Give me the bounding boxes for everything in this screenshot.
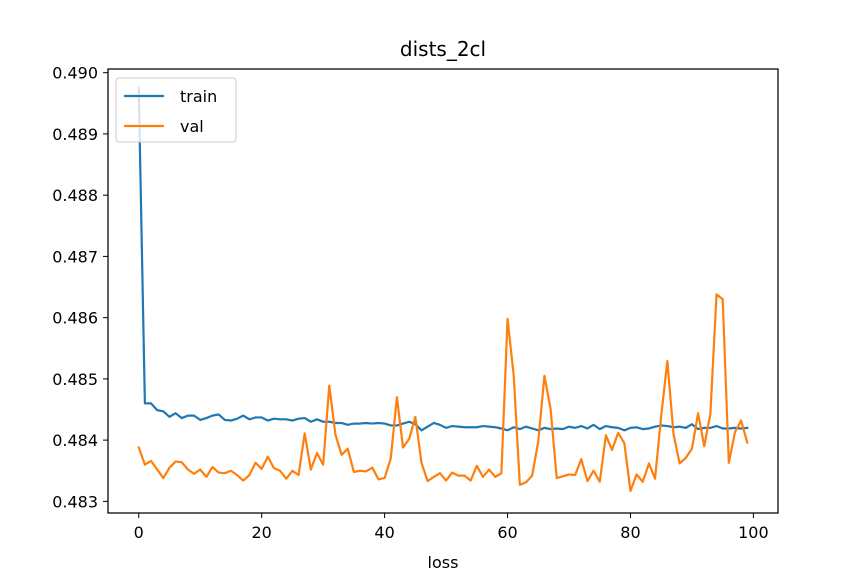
x-tick-label: 100 (738, 523, 769, 542)
x-axis-label: loss (428, 553, 459, 572)
legend: train val (115, 77, 237, 143)
y-tick-label: 0.485 (52, 370, 98, 389)
series-line-val (137, 293, 749, 493)
x-axis-ticks: 0 20 40 60 80 100 (134, 513, 769, 542)
legend-label-val: val (180, 117, 204, 136)
legend-frame (115, 77, 237, 143)
y-tick-label: 0.484 (52, 431, 98, 450)
plot-frame (107, 68, 779, 514)
y-tick-label: 0.488 (52, 186, 98, 205)
x-tick-label: 80 (620, 523, 640, 542)
y-tick-label: 0.487 (52, 247, 98, 266)
plot-area-background (108, 69, 778, 513)
x-tick-label: 40 (374, 523, 394, 542)
x-tick-label: 60 (497, 523, 517, 542)
x-tick-label: 20 (251, 523, 271, 542)
series-layer (137, 86, 749, 493)
y-tick-label: 0.483 (52, 492, 98, 511)
series-line-train (137, 86, 749, 432)
y-tick-label: 0.489 (52, 125, 98, 144)
y-axis-ticks: 0.483 0.484 0.485 0.486 0.487 0.488 0.489 0.490 (52, 64, 108, 511)
chart-title: dists_2cl (400, 37, 486, 61)
y-tick-label: 0.490 (52, 64, 98, 83)
x-tick-label: 0 (134, 523, 144, 542)
y-tick-label: 0.486 (52, 309, 98, 328)
legend-label-train: train (180, 87, 217, 106)
